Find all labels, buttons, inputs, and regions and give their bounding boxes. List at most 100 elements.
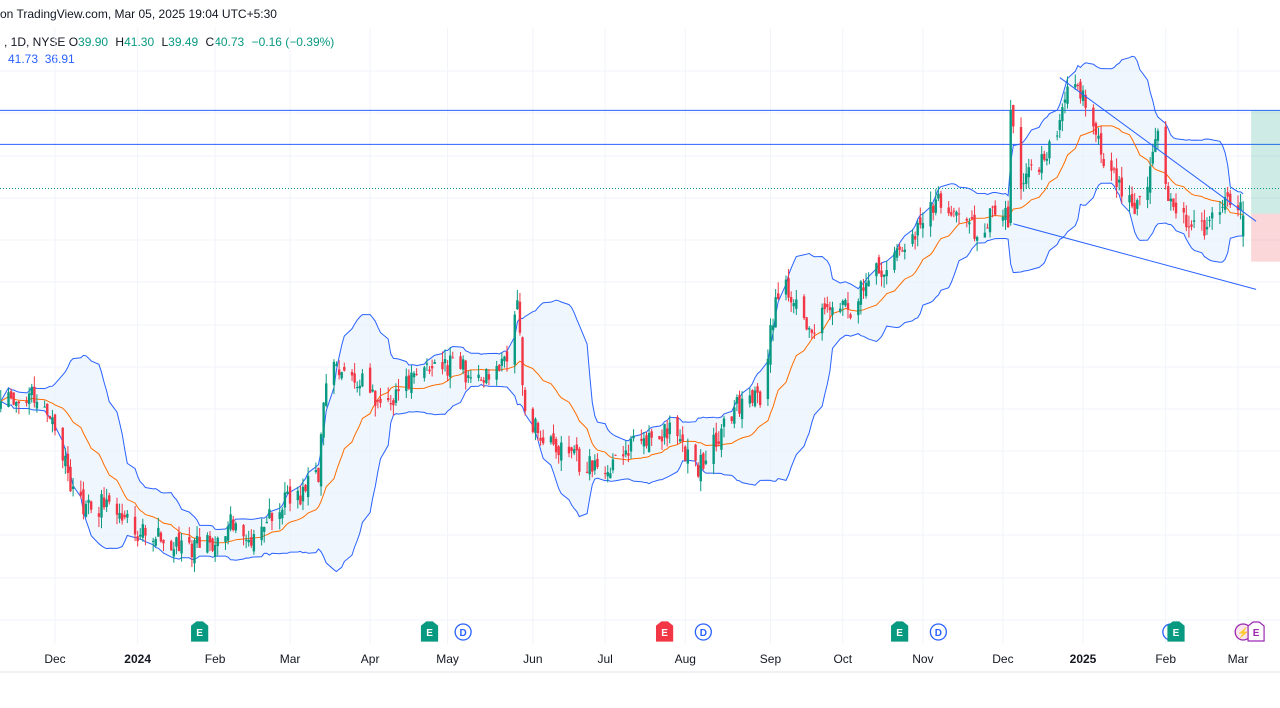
candle-body (668, 422, 671, 435)
price-chart[interactable]: EEDEDEDDE⚡E Dec2024FebMarAprMayJunJulAug… (0, 28, 1280, 708)
candle-body (877, 257, 881, 274)
candle (1241, 201, 1245, 247)
horizontal-levels[interactable] (0, 109, 1280, 190)
candle (120, 503, 124, 525)
candle-body (859, 281, 863, 305)
candle-body (844, 299, 847, 306)
candle (337, 360, 341, 380)
candle-body (108, 495, 111, 502)
candle-body (278, 512, 281, 520)
event-marker-earnings-positive[interactable]: E (891, 621, 909, 642)
candle-body (751, 390, 754, 403)
candle-body (358, 385, 361, 389)
event-marker-earnings-upcoming[interactable]: E (1247, 621, 1265, 642)
candle-body (678, 439, 682, 442)
candle (591, 460, 594, 478)
candle-body (459, 356, 462, 369)
candle (882, 274, 886, 288)
candle (795, 289, 798, 316)
candle-body (12, 392, 15, 405)
candle (46, 403, 49, 423)
candle (826, 296, 829, 313)
candle-body (281, 509, 284, 519)
candle-body (516, 300, 519, 310)
candle (268, 498, 271, 520)
candle-body (1110, 160, 1113, 171)
candle (1156, 128, 1160, 150)
candle (841, 299, 845, 316)
candle-body (286, 491, 289, 495)
candle-body (368, 367, 372, 393)
candle (105, 488, 108, 512)
candle (1045, 152, 1049, 166)
candle (84, 500, 88, 518)
candle (350, 369, 354, 382)
candle (405, 368, 408, 399)
candle (1226, 186, 1229, 207)
candle-body (1055, 135, 1059, 137)
candle (991, 205, 994, 218)
candle (1192, 209, 1196, 229)
candle (64, 447, 67, 474)
candle-body (198, 536, 201, 548)
candle (802, 294, 806, 321)
event-marker-earnings-negative[interactable]: E (655, 621, 674, 642)
candle-body (1203, 219, 1206, 236)
event-badge (694, 623, 712, 641)
candle-body (846, 303, 850, 310)
candle-body (66, 453, 70, 473)
candle-body (756, 386, 759, 393)
candle-body (1218, 212, 1222, 215)
candle (715, 422, 718, 452)
candle-body (862, 287, 865, 291)
trendlines[interactable] (1013, 77, 1257, 290)
candle (0, 389, 2, 413)
candle (521, 336, 524, 396)
candle (1001, 209, 1005, 227)
candle-body (1226, 192, 1229, 197)
candle (748, 388, 752, 408)
event-letter: ⚡ (1237, 626, 1249, 639)
candle-body (1040, 154, 1043, 174)
candle (560, 436, 563, 472)
event-marker-earnings-positive[interactable]: E (420, 621, 439, 642)
candle (71, 478, 75, 497)
event-marker-earnings-positive[interactable]: E (1167, 621, 1185, 642)
candle-body (665, 428, 669, 439)
candle-body (733, 407, 736, 424)
candle-body (319, 434, 323, 487)
candle (575, 437, 578, 462)
risk-reward-box[interactable] (1251, 110, 1280, 262)
event-marker-earnings-positive[interactable]: E (191, 621, 209, 642)
candle (898, 243, 901, 256)
candle-body (929, 202, 932, 227)
event-markers[interactable]: EEDEDEDDE⚡E (191, 621, 1265, 642)
candle-body (578, 448, 581, 472)
event-marker-dividend[interactable]: D (454, 623, 472, 641)
event-marker-dividend[interactable]: D (694, 623, 712, 641)
candle-body (211, 538, 214, 551)
candle (415, 368, 418, 376)
event-marker-split[interactable]: ⚡ (1234, 623, 1252, 641)
high-label: H (115, 35, 125, 49)
candle-body (376, 400, 380, 402)
candle (265, 516, 269, 524)
candle (720, 424, 723, 458)
event-badge (891, 621, 909, 642)
candle-body (769, 325, 772, 365)
candle-body (722, 418, 726, 427)
candle-body (831, 307, 834, 315)
candle (1009, 99, 1012, 226)
candle (247, 530, 250, 547)
candle (1022, 173, 1025, 192)
candle (650, 428, 653, 446)
event-marker-dividend[interactable]: D (929, 623, 948, 641)
candle-body (826, 304, 829, 308)
candle-body (694, 444, 697, 461)
candle-body (1154, 139, 1157, 152)
candle (1117, 176, 1121, 191)
candle (242, 523, 245, 546)
candle-body (97, 513, 101, 517)
candle (756, 383, 759, 404)
candle (17, 401, 21, 415)
